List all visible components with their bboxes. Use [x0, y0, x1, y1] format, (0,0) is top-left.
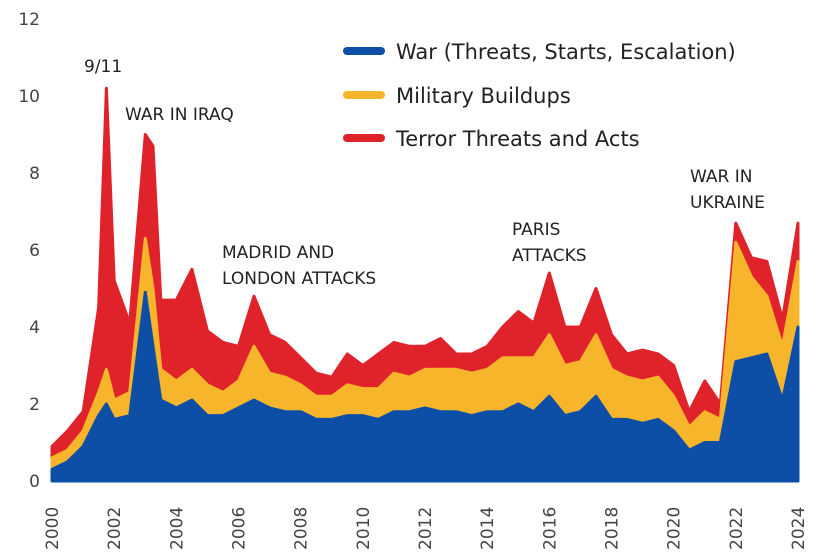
- area-series-group: [50, 86, 800, 483]
- x-tick-label: 2014: [478, 507, 498, 550]
- legend-label-war: War (Threats, Starts, Escalation): [396, 40, 736, 64]
- x-tick-label: 2022: [727, 507, 747, 550]
- x-tick-label: 2010: [354, 507, 374, 550]
- annotation-ukraine-line2: UKRAINE: [690, 193, 765, 213]
- x-tick-label: 2004: [167, 507, 187, 550]
- y-tick-label: 6: [29, 241, 40, 261]
- x-axis: 2000 2002 2004 2006 2008 2010 2012 2014 2016 2018…: [43, 507, 809, 550]
- annotation-9-11: 9/11: [84, 57, 122, 77]
- annotation-paris-line2: ATTACKS: [512, 246, 587, 266]
- annotation-ukraine-line1: WAR IN: [690, 167, 752, 187]
- y-tick-label: 12: [18, 10, 40, 30]
- annotation-paris-line1: PARIS: [512, 220, 560, 240]
- y-tick-label: 8: [29, 164, 40, 184]
- x-tick-label: 2006: [230, 507, 250, 550]
- event-annotations: 9/11 WAR IN IRAQ MADRID AND LONDON ATTAC…: [84, 57, 765, 289]
- legend-item-terror: Terror Threats and Acts: [343, 127, 640, 151]
- y-tick-label: 2: [29, 395, 40, 415]
- x-tick-label: 2024: [789, 507, 809, 550]
- legend-item-military: Military Buildups: [343, 84, 571, 108]
- annotation-madrid-line2: LONDON ATTACKS: [222, 269, 376, 289]
- legend-label-military: Military Buildups: [396, 84, 571, 108]
- x-tick-label: 2020: [665, 507, 685, 550]
- y-tick-label: 4: [29, 318, 40, 338]
- x-tick-label: 2002: [105, 507, 125, 550]
- x-tick-label: 2016: [540, 507, 560, 550]
- annotation-war-in-iraq: WAR IN IRAQ: [125, 105, 234, 125]
- y-tick-label: 0: [29, 472, 40, 492]
- x-tick-label: 2000: [43, 507, 63, 550]
- y-tick-label: 10: [18, 87, 40, 107]
- legend-item-war: War (Threats, Starts, Escalation): [343, 40, 736, 64]
- x-tick-label: 2018: [603, 507, 623, 550]
- x-tick-label: 2008: [292, 507, 312, 550]
- y-axis: 0 2 4 6 8 10 12: [18, 10, 40, 492]
- x-tick-label: 2012: [416, 507, 436, 550]
- annotation-madrid-line1: MADRID AND: [222, 243, 334, 263]
- area-series-0: [50, 290, 800, 483]
- legend-label-terror: Terror Threats and Acts: [395, 127, 640, 151]
- legend: War (Threats, Starts, Escalation) Milita…: [343, 40, 736, 151]
